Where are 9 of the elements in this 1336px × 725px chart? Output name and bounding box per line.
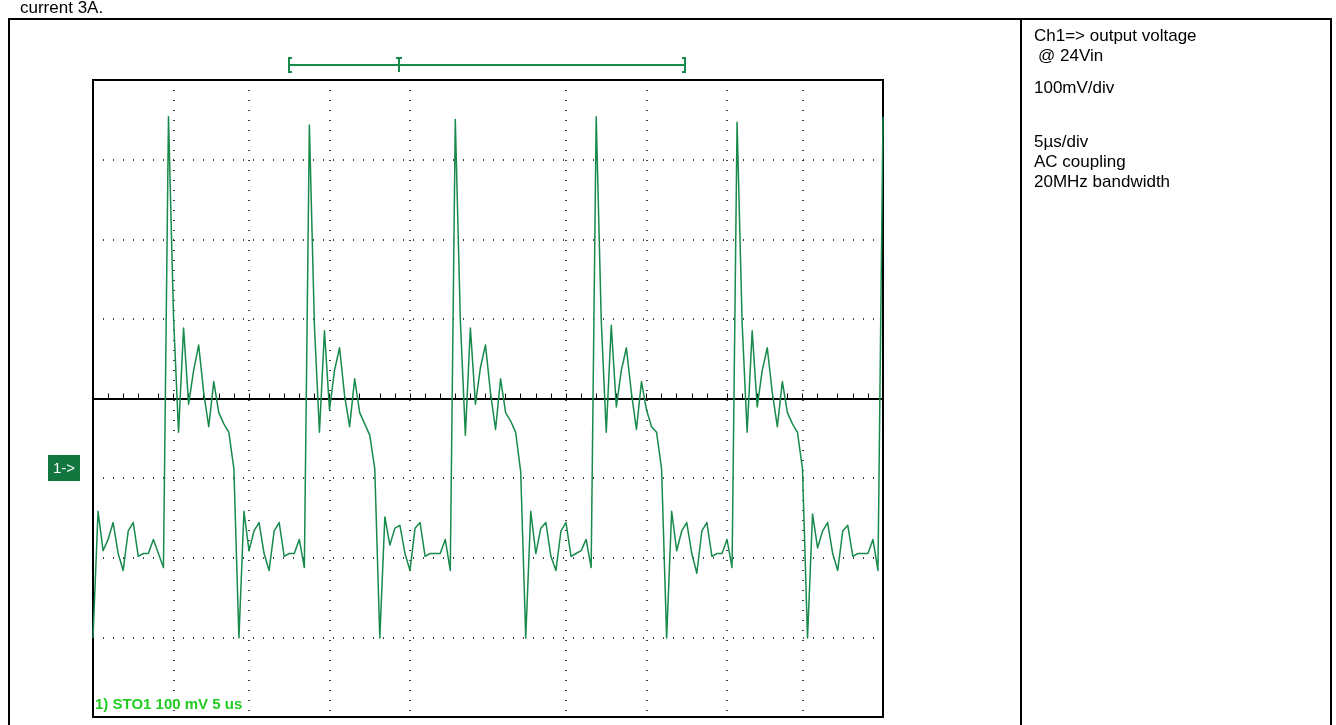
text: current 3A. <box>20 0 104 18</box>
text: 100mV/div <box>1034 78 1115 98</box>
text: AC coupling <box>1034 152 1126 172</box>
text: 1) STO1 100 mV 5 us <box>95 694 243 714</box>
text: 20MHz bandwidth <box>1034 172 1171 192</box>
text: 1-> <box>48 455 81 481</box>
text: 5µs/div <box>1034 132 1089 152</box>
text: @ 24Vin <box>1038 46 1104 66</box>
text: Ch1=> output voltage <box>1034 26 1197 46</box>
